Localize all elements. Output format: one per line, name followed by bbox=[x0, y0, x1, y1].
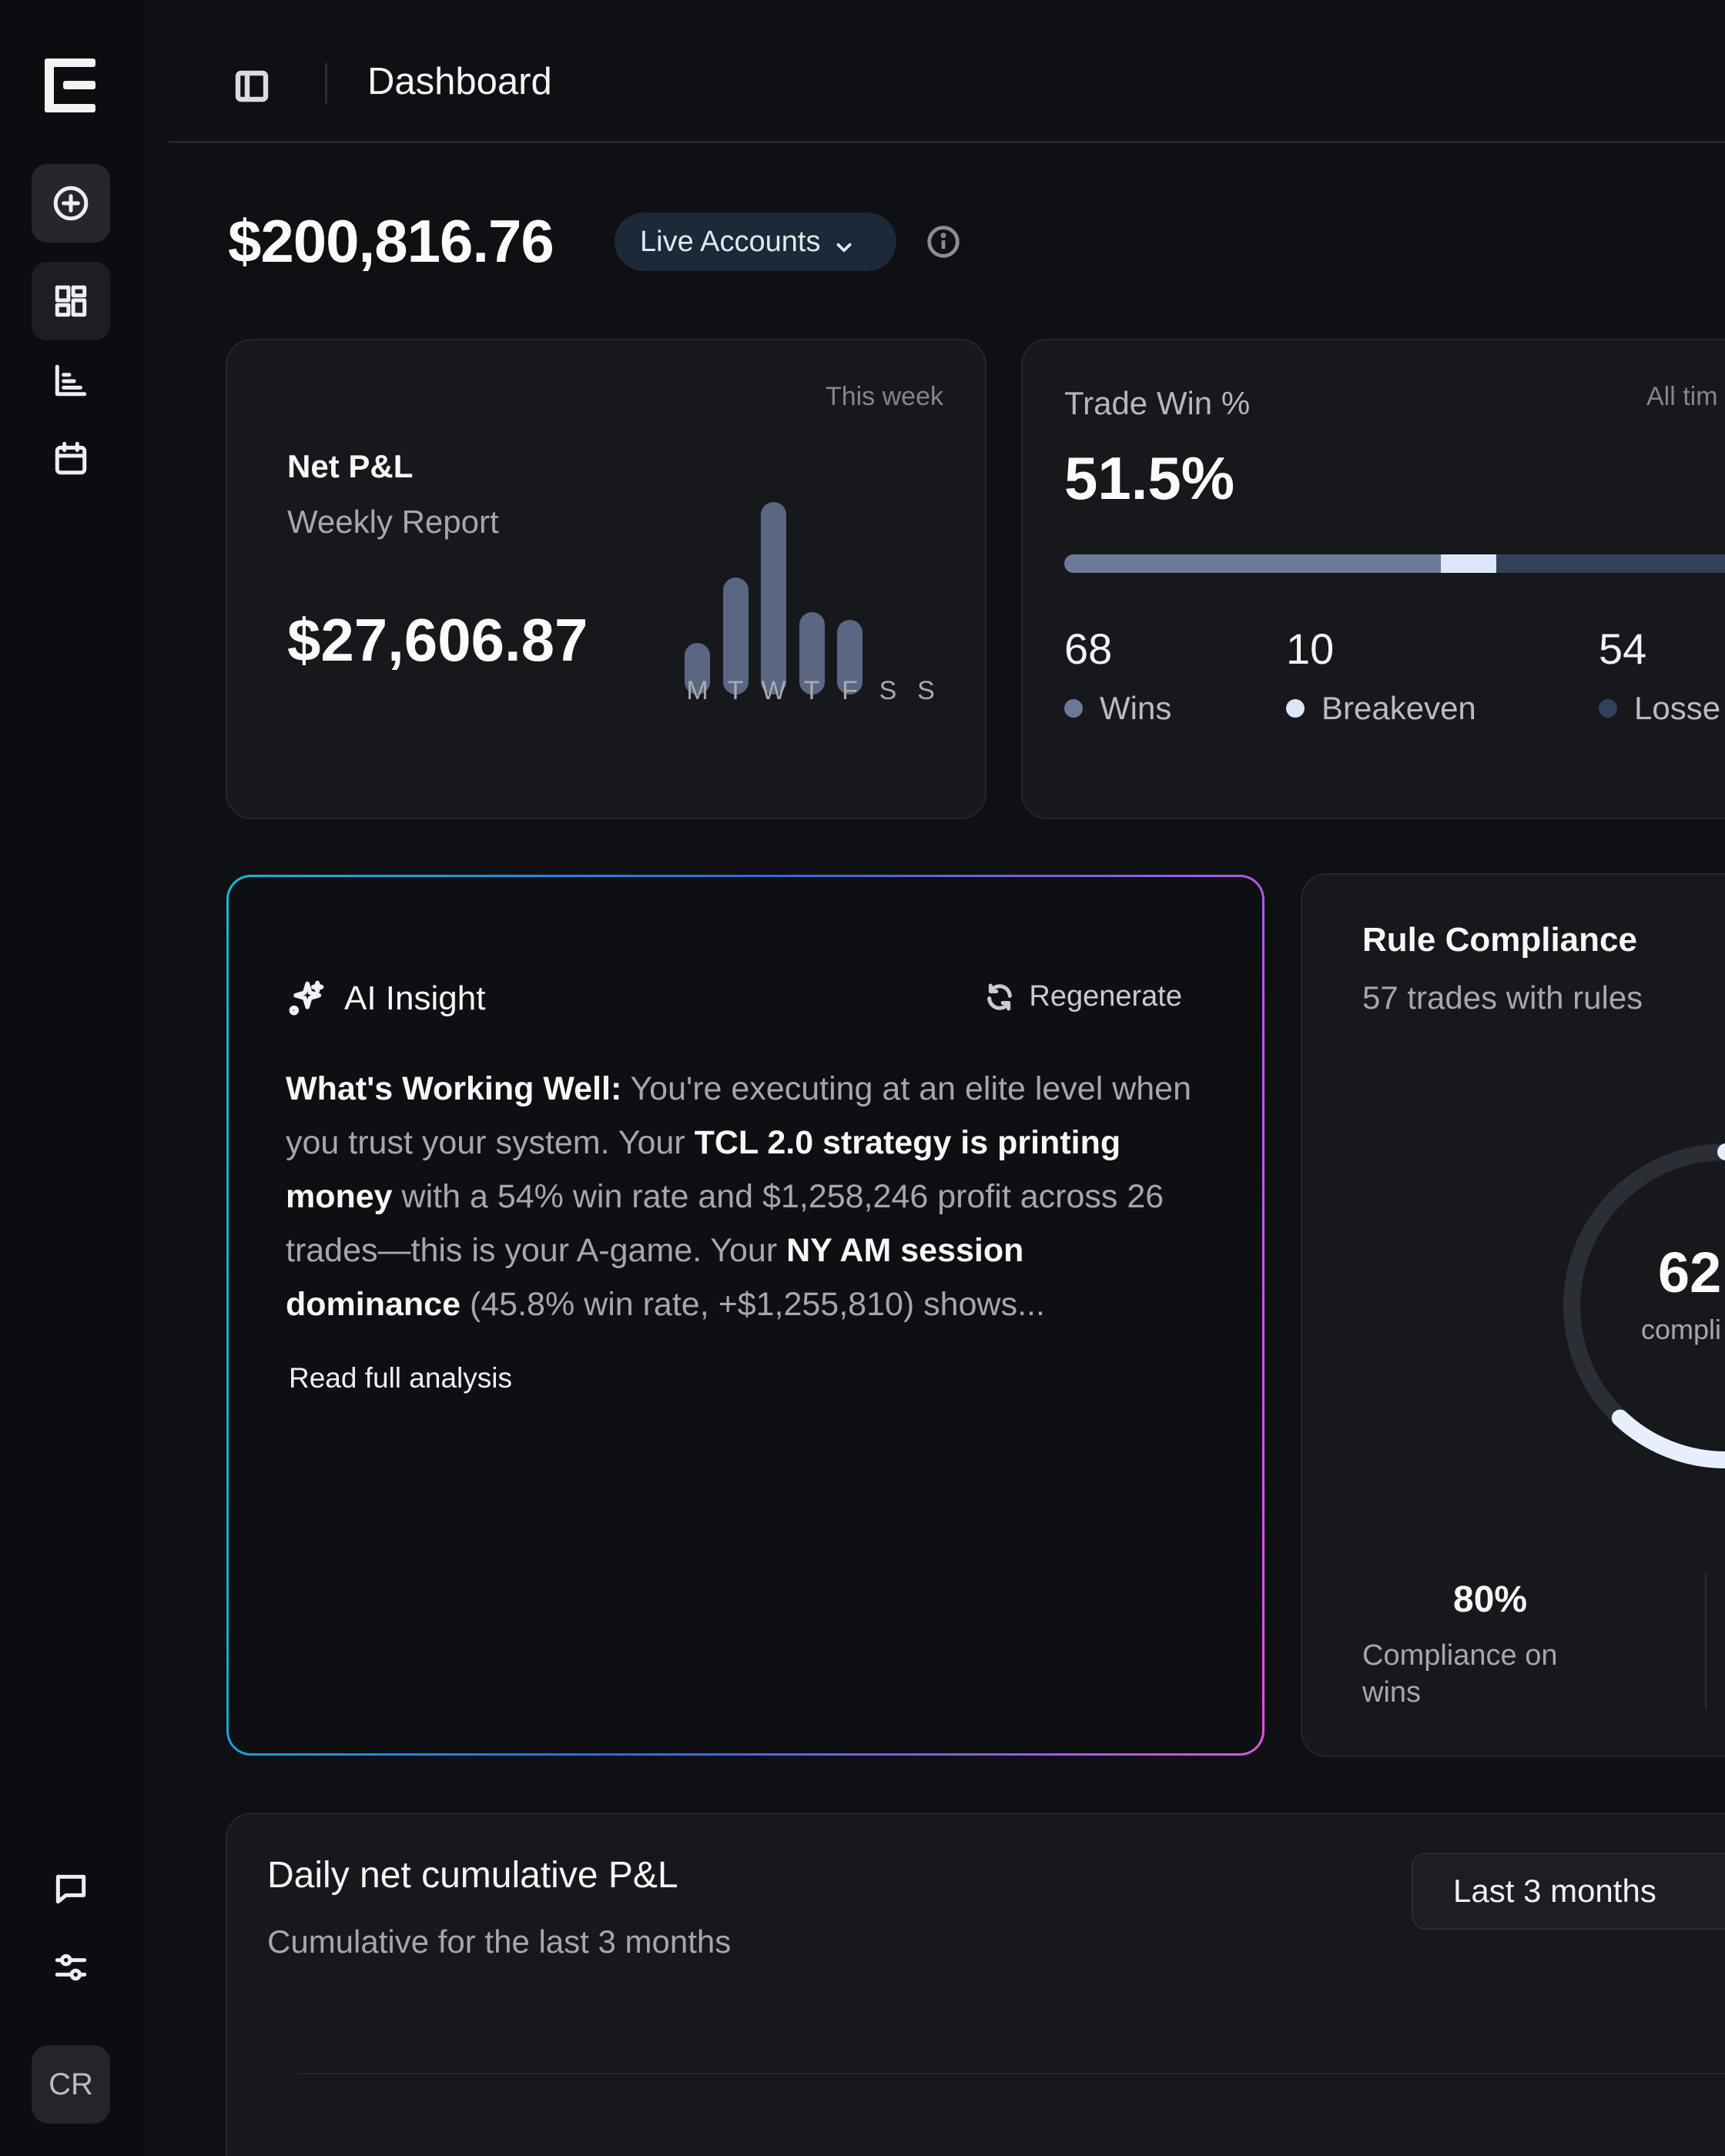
trade-win-card: Trade Win % All tim 51.5% 68 Wins 10 Bre… bbox=[1021, 339, 1725, 819]
breakeven-legend: Breakeven bbox=[1286, 690, 1476, 727]
breakeven-dot bbox=[1286, 699, 1305, 718]
losses-legend: Losse bbox=[1599, 690, 1720, 727]
day-label: F bbox=[842, 676, 858, 705]
breakeven-count: 10 bbox=[1286, 624, 1335, 673]
account-selector-label: Live Accounts bbox=[640, 225, 821, 258]
insight-text-segment: (45.8% win rate, +$1,255,810) shows... bbox=[461, 1286, 1045, 1323]
stat-divider bbox=[1705, 1572, 1707, 1709]
losses-count: 54 bbox=[1599, 624, 1647, 673]
insight-text-segment: TCL 2.0 strategy is printing money bbox=[286, 1124, 1121, 1215]
breakeven-label: Breakeven bbox=[1321, 690, 1476, 726]
breakeven-segment bbox=[1441, 554, 1497, 573]
date-range-dropdown[interactable]: Last 3 months bbox=[1412, 1853, 1725, 1930]
ai-insight-card: AI Insight Regenerate What's Working Wel… bbox=[226, 875, 1264, 1756]
losses-dot bbox=[1599, 699, 1617, 718]
sidebar-item-dashboard[interactable] bbox=[32, 262, 110, 340]
day-label: S bbox=[879, 676, 897, 705]
day-label: T bbox=[803, 676, 820, 705]
bar-chart-icon bbox=[55, 364, 87, 397]
chart-gridline bbox=[298, 2073, 1725, 2074]
weekly-bar-chart bbox=[685, 464, 916, 695]
bar-1 bbox=[722, 577, 749, 695]
plus-circle-icon bbox=[53, 186, 89, 221]
card-title: Rule Compliance bbox=[1362, 921, 1637, 959]
period-label: This week bbox=[825, 382, 943, 411]
losses-segment bbox=[1496, 554, 1725, 573]
info-icon[interactable] bbox=[926, 225, 960, 259]
compliance-score-label: compli bbox=[1641, 1314, 1722, 1345]
new-trade-button[interactable] bbox=[32, 164, 110, 243]
sliders-icon bbox=[55, 1953, 87, 1981]
insight-text-segment: NY AM session dominance bbox=[286, 1232, 1024, 1323]
compliance-gauge bbox=[1563, 1143, 1725, 1468]
avatar[interactable]: CR bbox=[32, 2045, 110, 2124]
wins-segment bbox=[1064, 554, 1442, 573]
insight-text-segment: You're executing at an elite level when … bbox=[286, 1070, 1191, 1161]
bar-2 bbox=[761, 502, 786, 695]
win-percentage: 51.5% bbox=[1064, 444, 1235, 512]
losses-label: Losse bbox=[1634, 690, 1721, 726]
day-label: T bbox=[727, 676, 744, 705]
compliance-gauge-fill bbox=[1563, 1143, 1725, 1468]
sidebar-toggle-button[interactable] bbox=[233, 68, 270, 105]
sidebar: CR bbox=[0, 0, 142, 2156]
ai-insight-text: What's Working Well: You're executing at… bbox=[286, 1062, 1202, 1331]
chat-bubble-icon bbox=[55, 1874, 86, 1904]
net-pnl-card: This week Net P&L Weekly Report $27,606.… bbox=[226, 339, 986, 819]
account-selector-dropdown[interactable]: Live Accounts bbox=[615, 213, 896, 271]
daily-cumulative-pnl-card: Daily net cumulative P&L Cumulative for … bbox=[226, 1813, 1725, 2156]
card-title: Daily net cumulative P&L bbox=[267, 1855, 678, 1896]
wins-dot bbox=[1064, 699, 1083, 718]
account-balance: $200,816.76 bbox=[228, 207, 554, 275]
chevron-down-icon bbox=[834, 232, 854, 253]
card-subtitle: Weekly Report bbox=[287, 504, 499, 540]
card-title: Net P&L bbox=[287, 448, 414, 484]
refresh-icon bbox=[987, 983, 1013, 1010]
bar-0 bbox=[685, 642, 710, 695]
panel-left-icon bbox=[235, 70, 269, 102]
bar-3 bbox=[799, 611, 825, 695]
regenerate-button[interactable]: Regenerate bbox=[984, 980, 1182, 1013]
win-loss-bar bbox=[1064, 554, 1725, 573]
sparkles-icon bbox=[289, 980, 324, 1016]
card-title: Trade Win % bbox=[1064, 385, 1251, 421]
logo-icon[interactable] bbox=[43, 59, 97, 112]
compliance-on-wins-value: 80% bbox=[1453, 1579, 1528, 1620]
bar-4 bbox=[837, 619, 862, 695]
insight-text-segment: with a 54% win rate and $1,258,246 profi… bbox=[286, 1178, 1164, 1269]
card-subtitle: 57 trades with rules bbox=[1362, 979, 1643, 1016]
card-subtitle: Cumulative for the last 3 months bbox=[267, 1923, 732, 1960]
net-pnl-amount: $27,606.87 bbox=[287, 606, 588, 674]
insight-text-segment: What's Working Well: bbox=[286, 1070, 622, 1107]
day-label: W bbox=[761, 676, 786, 705]
regenerate-label: Regenerate bbox=[1029, 980, 1182, 1013]
sidebar-item-settings[interactable] bbox=[32, 1928, 110, 2007]
header-divider bbox=[325, 63, 327, 103]
period-label: All tim bbox=[1646, 382, 1718, 411]
rule-compliance-card: Rule Compliance 57 trades with rules 62 … bbox=[1301, 873, 1725, 1757]
day-label: M bbox=[686, 676, 708, 705]
top-bar: Dashboard bbox=[169, 0, 1725, 143]
sidebar-item-reports[interactable] bbox=[32, 341, 110, 420]
ai-insight-header: AI Insight bbox=[286, 979, 485, 1019]
page-title: Dashboard bbox=[367, 61, 552, 102]
wins-legend: Wins bbox=[1064, 690, 1171, 727]
compliance-score: 62 bbox=[1658, 1240, 1722, 1304]
wins-count: 68 bbox=[1064, 624, 1113, 673]
ai-insight-title: AI Insight bbox=[344, 979, 486, 1017]
day-label: S bbox=[917, 676, 935, 705]
sidebar-item-feedback[interactable] bbox=[32, 1850, 110, 1928]
calendar-icon bbox=[55, 441, 87, 475]
dashboard-grid-icon bbox=[55, 285, 87, 317]
wins-label: Wins bbox=[1100, 690, 1172, 726]
read-full-analysis-link[interactable]: Read full analysis bbox=[289, 1362, 512, 1394]
sidebar-item-calendar[interactable] bbox=[32, 420, 110, 498]
compliance-on-wins-label: Compliance on wins bbox=[1362, 1639, 1558, 1709]
